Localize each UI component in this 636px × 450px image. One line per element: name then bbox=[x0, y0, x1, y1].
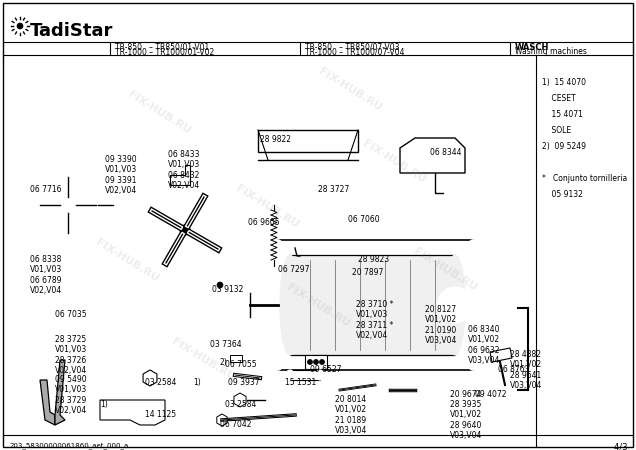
Polygon shape bbox=[400, 138, 465, 173]
Text: 06 7060: 06 7060 bbox=[348, 215, 380, 224]
Text: 09 5490
V01,V03
28 3729
V02,V04: 09 5490 V01,V03 28 3729 V02,V04 bbox=[55, 375, 87, 415]
Text: 03 2584: 03 2584 bbox=[225, 400, 256, 409]
Ellipse shape bbox=[532, 257, 554, 352]
Text: FIX-HUB.RU: FIX-HUB.RU bbox=[361, 139, 427, 185]
Circle shape bbox=[17, 23, 23, 29]
Circle shape bbox=[180, 225, 190, 235]
Text: FIX-HUB.RU: FIX-HUB.RU bbox=[412, 247, 478, 293]
Text: 20 8014
V01,V02
21 0189
V03,V04: 20 8014 V01,V02 21 0189 V03,V04 bbox=[335, 395, 368, 435]
Text: 20 7897: 20 7897 bbox=[352, 268, 384, 277]
Text: 03 2584: 03 2584 bbox=[145, 378, 176, 387]
Text: 06 7716: 06 7716 bbox=[30, 185, 62, 194]
Text: 28 3727: 28 3727 bbox=[318, 185, 349, 194]
Text: CESET: CESET bbox=[542, 94, 576, 103]
Circle shape bbox=[520, 312, 526, 318]
Circle shape bbox=[520, 337, 526, 343]
Text: 28 4882
V01,V02
28 9641
V03,V04: 28 4882 V01,V02 28 9641 V03,V04 bbox=[510, 350, 543, 390]
Text: 2)  09 5249: 2) 09 5249 bbox=[542, 142, 586, 151]
Text: 14 1125: 14 1125 bbox=[145, 410, 176, 419]
Circle shape bbox=[520, 382, 526, 388]
Text: 20 9674: 20 9674 bbox=[450, 390, 481, 399]
Ellipse shape bbox=[459, 240, 487, 370]
Ellipse shape bbox=[286, 370, 294, 380]
Text: 06 8433
V01,V03
06 8432
V02,V04: 06 8433 V01,V03 06 8432 V02,V04 bbox=[168, 150, 200, 190]
Circle shape bbox=[384, 384, 396, 396]
Polygon shape bbox=[100, 400, 165, 425]
Text: FIX-HUB.RU: FIX-HUB.RU bbox=[170, 337, 237, 383]
Text: 28 9823: 28 9823 bbox=[358, 255, 389, 264]
Text: 09 4072: 09 4072 bbox=[475, 390, 506, 399]
Text: 203_58300000061860_aet_000_a: 203_58300000061860_aet_000_a bbox=[10, 442, 129, 449]
Text: -4/3: -4/3 bbox=[611, 442, 628, 450]
Circle shape bbox=[307, 360, 312, 364]
Ellipse shape bbox=[536, 267, 550, 342]
Text: 05 9132: 05 9132 bbox=[542, 190, 583, 199]
Text: TR-1000 – TR1000/07-V04: TR-1000 – TR1000/07-V04 bbox=[305, 48, 404, 57]
Polygon shape bbox=[170, 165, 190, 185]
Text: 06 8344: 06 8344 bbox=[430, 148, 462, 157]
Circle shape bbox=[319, 360, 324, 364]
Circle shape bbox=[520, 362, 526, 368]
Text: 1): 1) bbox=[193, 378, 201, 387]
Text: TR-1000 – TR1000/01-V02: TR-1000 – TR1000/01-V02 bbox=[115, 48, 214, 57]
Text: 2): 2) bbox=[220, 358, 228, 367]
Text: FIX-HUB.RU: FIX-HUB.RU bbox=[317, 67, 383, 113]
Text: 20 8127
V01,V02
21 0190
V03,V04: 20 8127 V01,V02 21 0190 V03,V04 bbox=[425, 305, 457, 345]
Circle shape bbox=[225, 331, 233, 339]
Text: 06 7055: 06 7055 bbox=[225, 360, 256, 369]
Text: TR-850   – TR850/01-V01: TR-850 – TR850/01-V01 bbox=[115, 42, 209, 51]
Text: 03 7364: 03 7364 bbox=[210, 340, 242, 349]
Polygon shape bbox=[490, 348, 512, 362]
Text: 28 3935
V01,V02
28 9640
V03,V04: 28 3935 V01,V02 28 9640 V03,V04 bbox=[450, 400, 482, 440]
Circle shape bbox=[213, 278, 227, 292]
Text: 15 1531: 15 1531 bbox=[285, 378, 316, 387]
Circle shape bbox=[146, 374, 154, 382]
Bar bbox=[278, 240, 473, 370]
Text: 06 7297: 06 7297 bbox=[278, 265, 310, 274]
Text: 28 3710 *
V01,V03
28 3711 *
V02,V04: 28 3710 * V01,V03 28 3711 * V02,V04 bbox=[356, 300, 394, 340]
Polygon shape bbox=[55, 360, 65, 425]
Text: WASCH: WASCH bbox=[515, 42, 550, 51]
Text: 06 7042: 06 7042 bbox=[220, 420, 251, 429]
Ellipse shape bbox=[445, 255, 465, 355]
Circle shape bbox=[314, 360, 319, 364]
Bar bbox=[258, 130, 358, 152]
Text: 28 3725
V01,V03
28 3726
V02,V04: 28 3725 V01,V03 28 3726 V02,V04 bbox=[55, 335, 87, 375]
Text: 03 9132: 03 9132 bbox=[212, 285, 244, 294]
Circle shape bbox=[437, 287, 473, 323]
Circle shape bbox=[211, 331, 219, 339]
Text: 15 4071: 15 4071 bbox=[542, 110, 583, 119]
Text: 06 8338
V01,V03
06 6789
V02,V04: 06 8338 V01,V03 06 6789 V02,V04 bbox=[30, 255, 62, 295]
Text: FIX-HUB.RU: FIX-HUB.RU bbox=[234, 184, 300, 230]
Text: FIX-HUB.RU: FIX-HUB.RU bbox=[126, 89, 192, 136]
Bar bbox=[230, 355, 242, 362]
Text: 09 3937: 09 3937 bbox=[228, 378, 259, 387]
Circle shape bbox=[175, 220, 195, 240]
Text: 06 7035: 06 7035 bbox=[55, 310, 86, 319]
Text: 1): 1) bbox=[100, 400, 107, 409]
Ellipse shape bbox=[264, 240, 292, 370]
Text: 28 9822: 28 9822 bbox=[260, 135, 291, 144]
Circle shape bbox=[217, 282, 223, 288]
Bar bbox=[290, 255, 455, 355]
Text: 06 8340
V01,V02
06 9632
V03,V04: 06 8340 V01,V02 06 9632 V03,V04 bbox=[468, 325, 501, 365]
Text: 09 6527: 09 6527 bbox=[310, 365, 342, 374]
Text: 06 8763: 06 8763 bbox=[498, 365, 530, 374]
Text: SOLE: SOLE bbox=[542, 126, 571, 135]
Text: TR-850   – TR850/07-V03: TR-850 – TR850/07-V03 bbox=[305, 42, 399, 51]
Ellipse shape bbox=[280, 255, 300, 355]
Text: TadiStar: TadiStar bbox=[30, 22, 113, 40]
Text: *   Conjunto tornilleria: * Conjunto tornilleria bbox=[542, 174, 627, 183]
Text: 1)  15 4070: 1) 15 4070 bbox=[542, 78, 586, 87]
Text: FIX-HUB.RU: FIX-HUB.RU bbox=[285, 283, 351, 329]
Circle shape bbox=[218, 336, 226, 344]
Text: 09 3390
V01,V03
09 3391
V02,V04: 09 3390 V01,V03 09 3391 V02,V04 bbox=[105, 155, 137, 195]
Text: FIX-HUB.RU: FIX-HUB.RU bbox=[94, 238, 160, 284]
Bar bbox=[305, 355, 327, 369]
Polygon shape bbox=[40, 380, 55, 425]
Text: Washing machines: Washing machines bbox=[515, 48, 587, 57]
Bar bbox=[290, 370, 320, 380]
Text: 06 9605: 06 9605 bbox=[248, 218, 280, 227]
Ellipse shape bbox=[316, 370, 324, 380]
